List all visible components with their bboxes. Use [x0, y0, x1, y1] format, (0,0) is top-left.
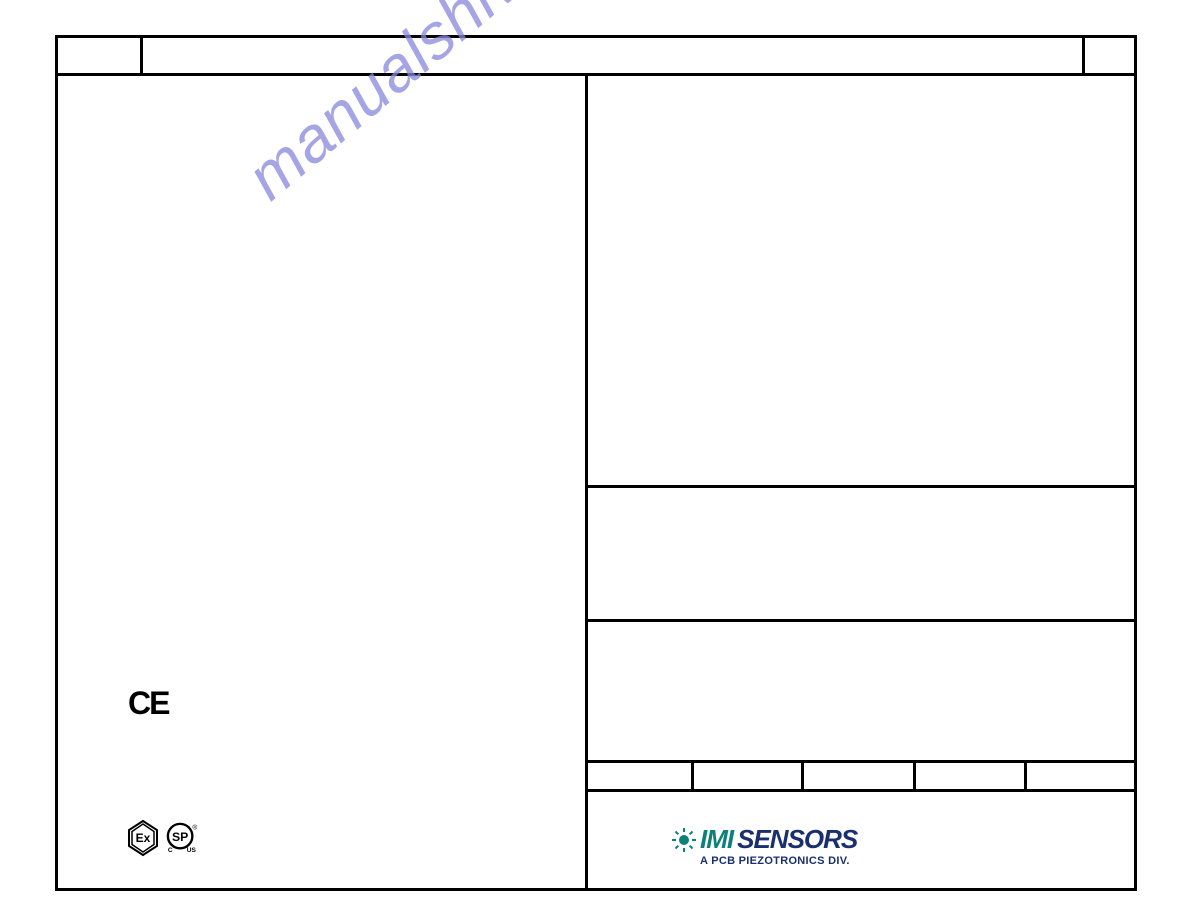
certification-marks: Ex SP C US ®	[126, 819, 198, 857]
table-col-divider-1	[691, 760, 694, 792]
imi-sensors-logo: IMISENSORS A PCB PIEZOTRONICS DIV.	[672, 824, 857, 867]
header-right-cell	[1082, 38, 1134, 73]
svg-text:C: C	[168, 847, 173, 854]
table-col-divider-2	[801, 760, 804, 792]
csa-mark-icon: SP C US ®	[166, 822, 198, 854]
header-row	[58, 38, 1134, 76]
logo-subtitle: A PCB PIEZOTRONICS DIV.	[700, 855, 850, 867]
vertical-divider	[585, 76, 588, 891]
ex-mark-icon: Ex	[126, 819, 160, 857]
logo-sun-icon	[672, 828, 696, 852]
header-left-cell	[58, 38, 143, 73]
svg-text:US: US	[187, 847, 197, 854]
svg-text:®: ®	[192, 824, 197, 832]
right-divider-4	[585, 789, 1137, 792]
right-divider-1	[585, 485, 1137, 488]
logo-sensors-text: SENSORS	[737, 824, 857, 855]
right-divider-2	[585, 619, 1137, 622]
svg-text:SP: SP	[172, 830, 188, 844]
right-divider-3	[585, 760, 1137, 763]
table-col-divider-3	[913, 760, 916, 792]
svg-text:Ex: Ex	[136, 831, 151, 845]
table-col-divider-4	[1024, 760, 1027, 792]
logo-imi-text: IMI	[700, 824, 733, 855]
ce-mark: CE	[128, 685, 168, 722]
drawing-frame: CE Ex SP C US ®	[55, 35, 1137, 891]
